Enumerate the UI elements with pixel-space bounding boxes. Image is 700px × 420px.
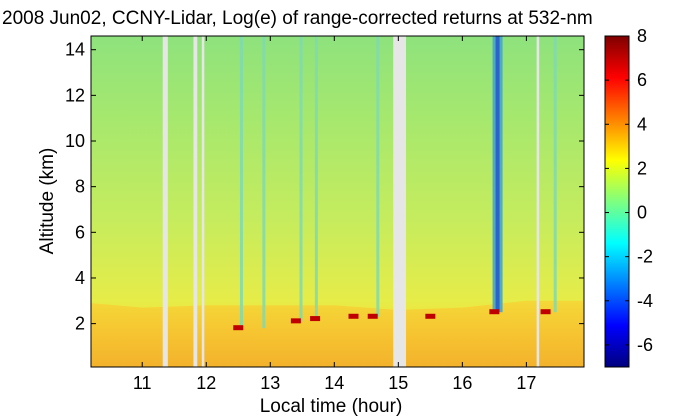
cloud-base-mark [233,325,244,331]
data-gap [162,36,168,367]
x-tick-label: 11 [133,373,152,393]
data-gap [393,36,407,367]
signal-dropout-column [239,36,243,329]
plot-content [91,36,584,367]
cloud-base-mark [310,316,321,322]
y-tick-label: 8 [75,177,85,197]
y-tick-label: 6 [75,222,85,242]
y-tick-label: 2 [75,314,85,334]
colorbar [604,35,630,368]
colorbar-strip [605,36,629,367]
colorbar-tick-label: 6 [637,70,647,90]
x-tick-label: 16 [452,373,472,393]
cloud-base-mark [348,313,359,319]
x-tick-label: 15 [388,373,408,393]
y-tick-label: 4 [75,268,85,288]
cloud-base-mark [425,313,436,319]
colorbar-tick-label: 4 [637,114,647,134]
colorbar-tick-label: -6 [637,335,653,355]
x-tick-label: 12 [196,373,216,393]
x-tick-label: 13 [260,373,280,393]
plot-ticks [91,36,584,367]
chart-title: 2008 Jun02, CCNY-Lidar, Log(e) of range-… [2,8,593,29]
y-tick-label: 14 [65,40,85,60]
signal-dropout-core [495,36,500,313]
colorbar-frame [604,35,630,368]
data-gap [536,36,540,367]
data-gap [193,36,198,367]
x-axis-label: Local time (hour) [260,396,403,417]
colorbar-ticks [605,35,629,346]
colorbar-tick-label: 0 [637,203,647,223]
y-tick-label: 10 [65,131,85,151]
signal-dropout-column [376,36,380,317]
signal-dropout-column [299,36,303,322]
cloud-base-mark [540,309,551,315]
signal-dropout-column [314,36,318,320]
cloud-base-mark [489,309,500,315]
y-axis-label: Altitude (km) [37,148,58,255]
x-tick-labels: 11 12 13 14 15 16 17 [133,373,537,393]
plot-area [90,35,585,368]
x-tick-label: 17 [516,373,536,393]
cloud-base-mark [367,313,378,319]
plot-frame [90,35,585,368]
signal-dropout-column [553,36,557,313]
colorbar-tick-label: 2 [637,158,647,178]
boundary-layer-area [91,300,584,367]
colorbar-tick-label: -2 [637,247,653,267]
signal-dropout-column [262,36,266,329]
x-tick-label: 14 [324,373,344,393]
y-tick-labels: 2 4 6 8 10 12 14 [65,40,85,334]
data-gap [201,36,205,367]
colorbar-tick-label: 8 [637,26,647,46]
colorbar-tick-label: -4 [637,291,653,311]
y-tick-label: 12 [65,85,85,105]
colorbar-tick-labels: -6 -4 -2 0 2 4 6 8 [637,26,653,355]
cloud-base-mark [290,318,301,324]
